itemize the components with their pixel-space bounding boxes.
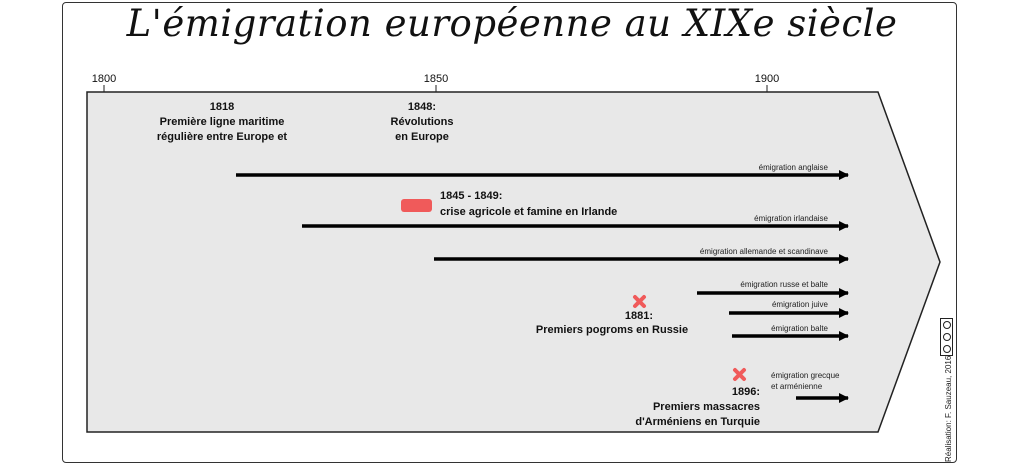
page-title: L'émigration européenne au XIXe siècle xyxy=(126,2,898,45)
event-text-line: Révolutions xyxy=(391,116,454,128)
flow-label: émigration irlandaise xyxy=(754,214,828,223)
event-1818: 1818 Première ligne maritime régulière e… xyxy=(157,101,288,143)
timeline-band xyxy=(86,91,941,433)
flow-greek-armenian: émigration grecque et arménienne xyxy=(771,371,849,403)
event-text-line: régulière entre Europe et xyxy=(157,131,288,143)
axis-label-1800: 1800 xyxy=(92,73,116,85)
event-text-line: Premiers massacres xyxy=(653,401,760,413)
event-1881: 1881: Premiers pogroms en Russie xyxy=(536,310,688,336)
event-text-line: Première ligne maritime xyxy=(160,116,285,128)
flow-irish: émigration irlandaise xyxy=(302,214,849,231)
flow-label: émigration juive xyxy=(772,300,829,309)
event-irish-famine: 1845 - 1849: crise agricole et famine en… xyxy=(440,190,617,218)
flow-english: émigration anglaise xyxy=(236,163,849,180)
event-1896: 1896: Premiers massacres d'Arméniens en … xyxy=(635,386,760,428)
flow-label: émigration allemande et scandinave xyxy=(700,247,829,256)
flow-label: émigration russe et balte xyxy=(740,280,828,289)
cross-marker-1881 xyxy=(633,295,646,308)
time-axis: 1800 1850 1900 xyxy=(92,73,779,92)
event-text-line: en Europe xyxy=(395,131,449,143)
axis-label-1850: 1850 xyxy=(424,73,448,85)
famine-period-marker xyxy=(401,199,432,212)
event-text-line: d'Arméniens en Turquie xyxy=(635,416,760,428)
flow-german-scandinavian: émigration allemande et scandinave xyxy=(434,247,849,264)
flow-label: émigration anglaise xyxy=(759,163,829,172)
cross-marker-1896 xyxy=(733,368,746,381)
author-credit: Réalisation: F. Sauzeau, 2016 xyxy=(944,355,953,462)
flow-russian-baltic: émigration russe et balte xyxy=(697,280,849,298)
event-year: 1845 - 1849: xyxy=(440,190,502,202)
flow-label: et arménienne xyxy=(771,382,823,391)
event-year: 1848: xyxy=(408,101,436,113)
event-year: 1896: xyxy=(732,386,760,398)
flow-label: émigration balte xyxy=(771,324,828,333)
event-text-line: Premiers pogroms en Russie xyxy=(536,324,688,336)
creative-commons-icon xyxy=(940,318,953,356)
event-year: 1818 xyxy=(210,101,234,113)
event-year: 1881: xyxy=(625,310,653,322)
flow-baltic: émigration balte xyxy=(732,324,849,341)
event-1848: 1848: Révolutions en Europe xyxy=(391,101,454,143)
flow-label: émigration grecque xyxy=(771,371,840,380)
flow-jewish: émigration juive xyxy=(729,300,849,318)
axis-label-1900: 1900 xyxy=(755,73,779,85)
event-text-line: crise agricole et famine en Irlande xyxy=(440,206,617,218)
